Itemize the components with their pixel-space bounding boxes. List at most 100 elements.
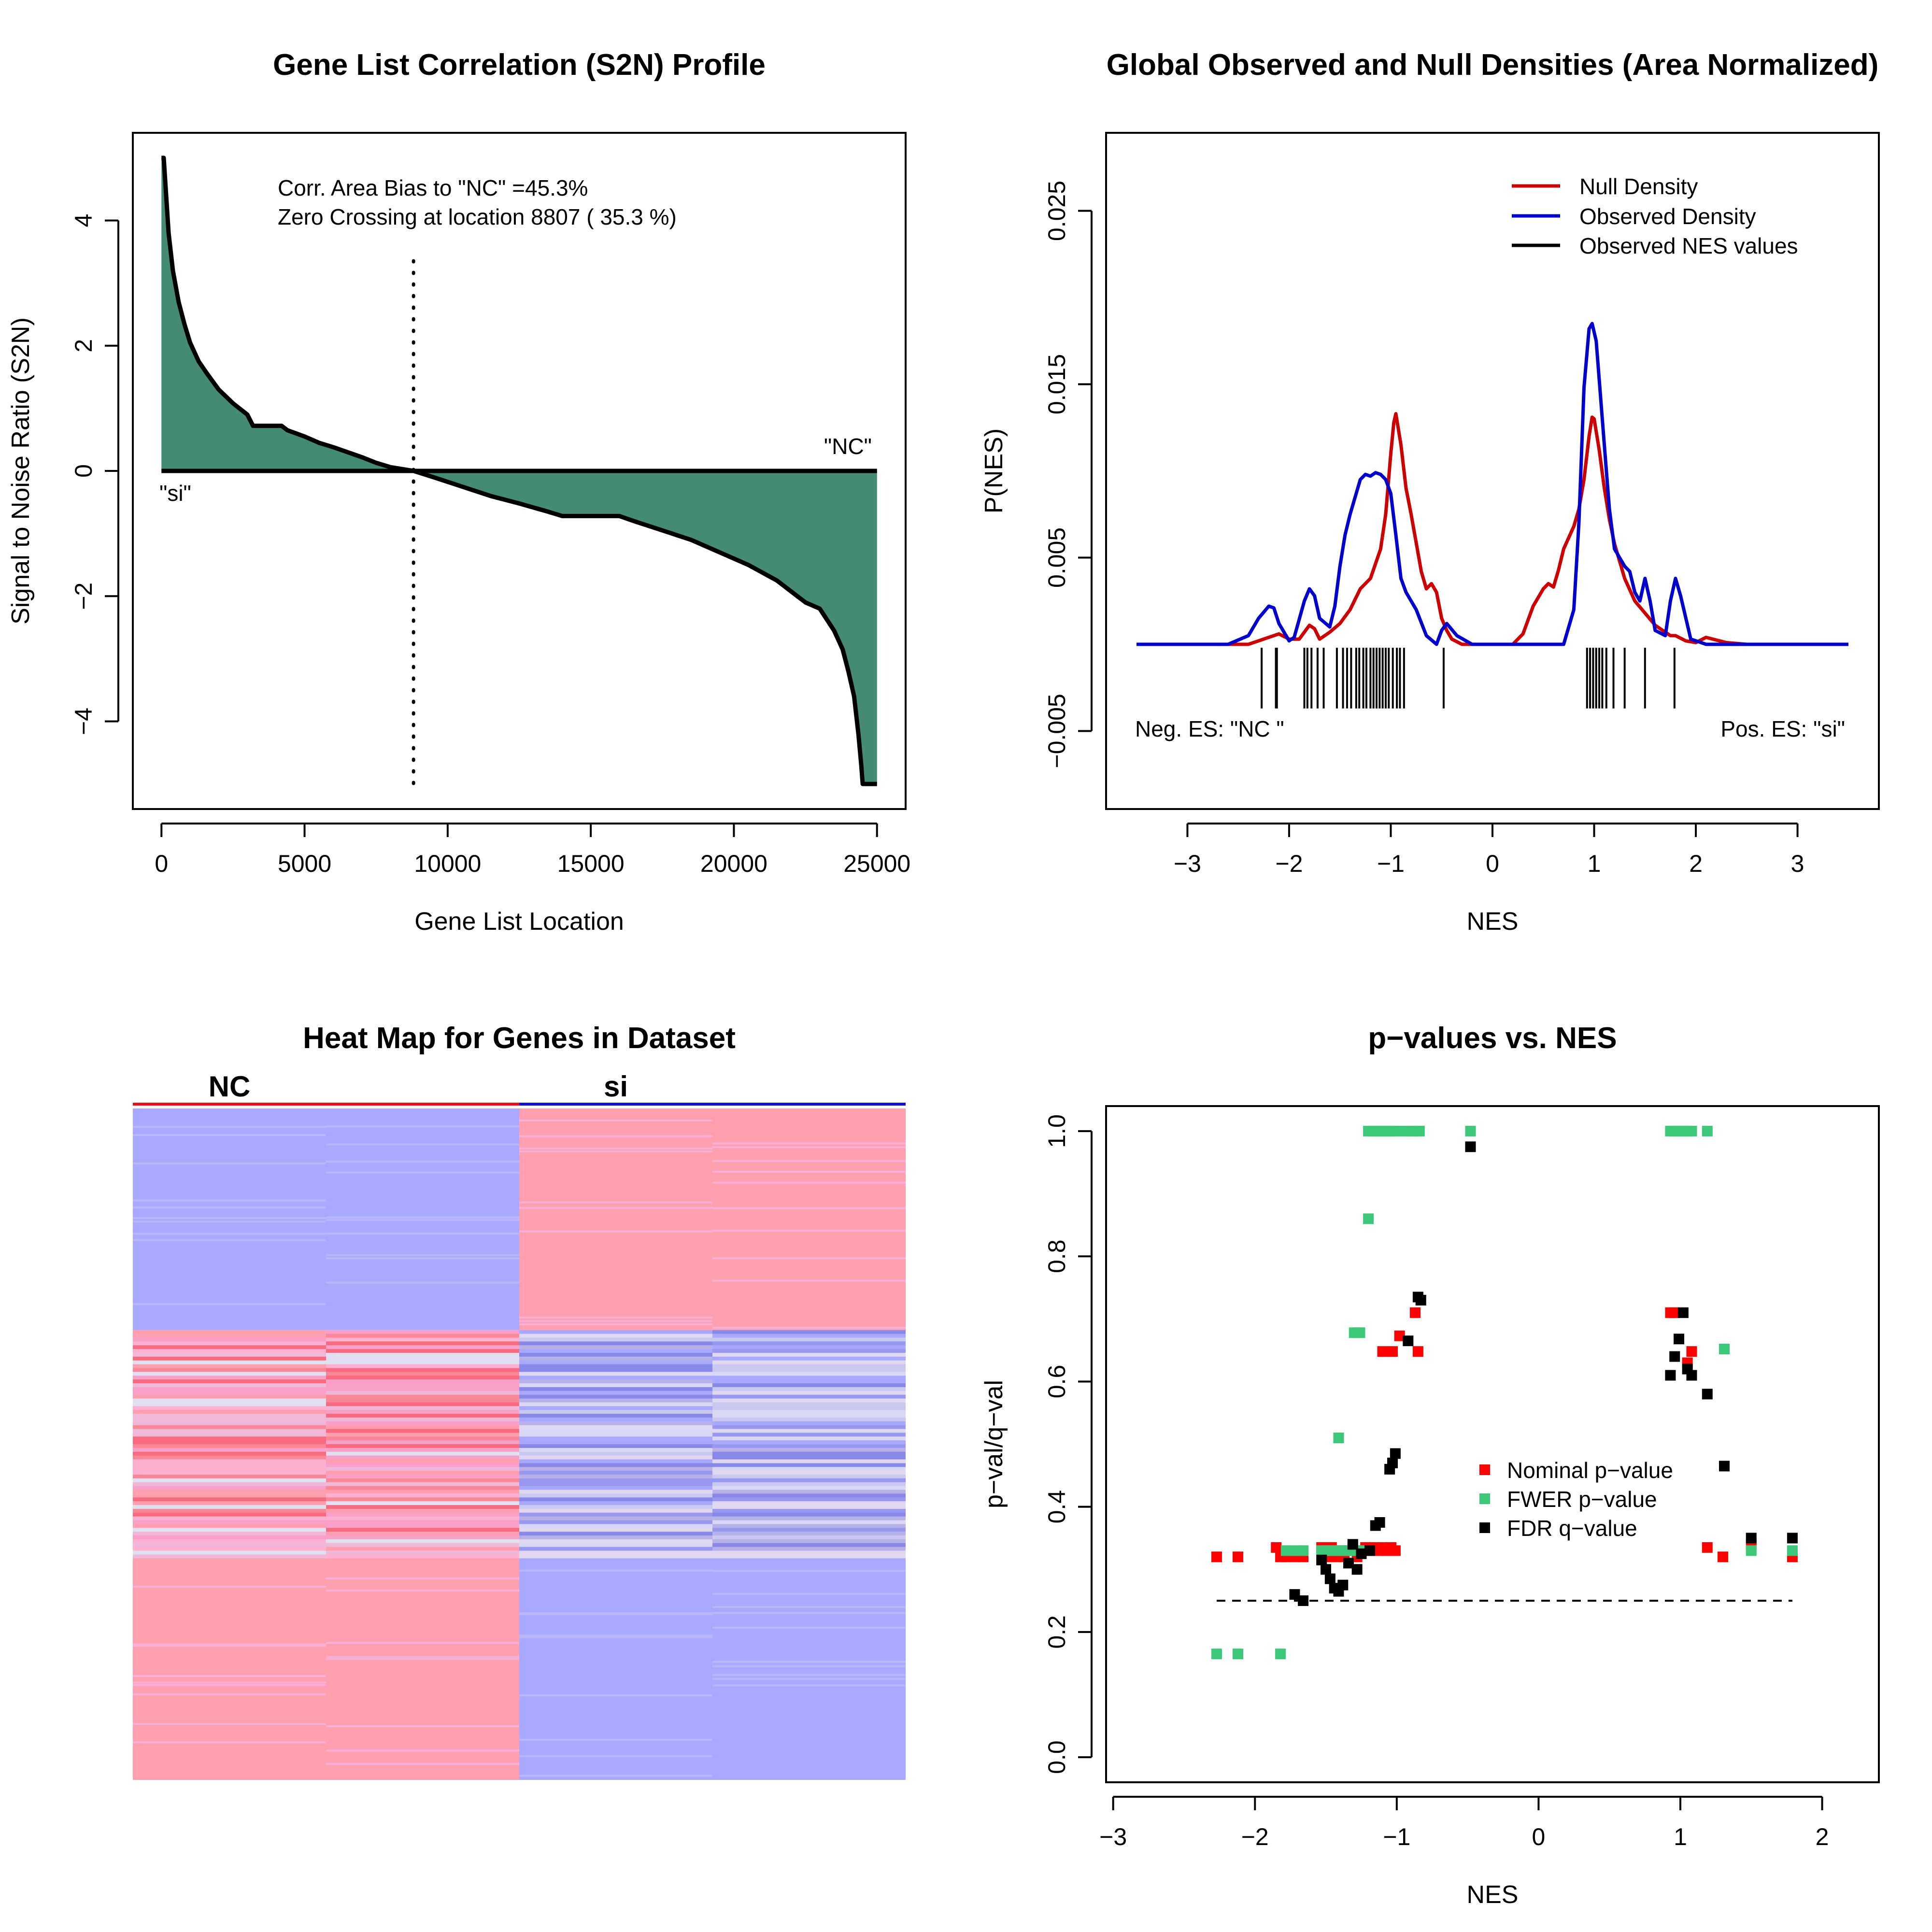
heatmap-cell-row: [326, 1421, 519, 1426]
heatmap-cell-row: [326, 1524, 519, 1528]
heatmap-cell-row: [133, 1352, 326, 1357]
heatmap-cell-row: [326, 1413, 519, 1418]
heatmap-cell-row: [133, 1535, 326, 1540]
heatmap-cell-row: [712, 1475, 906, 1479]
heatmap-stripe: [519, 1320, 712, 1322]
heatmap-cell-row: [133, 1444, 326, 1449]
heatmap-cell-row: [519, 1440, 712, 1445]
heatmap-cell-row: [326, 1459, 519, 1463]
nominal-pvalue-point: [1271, 1542, 1282, 1553]
s2n-x-tick-label: 5000: [278, 850, 331, 877]
panel-s2n-profile: Gene List Correlation (S2N) Profile Corr…: [7, 48, 910, 936]
heatmap-cell-row: [519, 1532, 712, 1536]
fdr-qvalue-point: [1702, 1389, 1713, 1400]
heatmap-stripe: [326, 1590, 519, 1592]
heatmap-cell-row: [712, 1425, 906, 1429]
heatmap-stripe: [712, 1570, 906, 1572]
fwer-pvalue-point: [1787, 1545, 1798, 1556]
s2n-y-tick-label: −2: [70, 582, 97, 610]
heatmap-cell-row: [712, 1471, 906, 1475]
heatmap-cell-row: [519, 1543, 712, 1548]
nominal-pvalue-point: [1233, 1551, 1244, 1563]
fwer-pvalue-point: [1465, 1125, 1476, 1136]
heatmap-cells-layer: [133, 1103, 906, 1780]
pvalue-y-tick-label: 0.0: [1043, 1740, 1070, 1774]
heatmap-cell-row: [712, 1501, 906, 1506]
heatmap-cell-row: [519, 1364, 712, 1368]
heatmap-cell-row: [326, 1368, 519, 1372]
heatmap-cell-row: [326, 1383, 519, 1388]
heatmap-cell-row: [519, 1463, 712, 1467]
heatmap-cell-row: [133, 1391, 326, 1395]
heatmap-cell-row: [133, 1455, 326, 1460]
heatmap-cell-row: [133, 1433, 326, 1437]
panel-pvalues: p−values vs. NES Nominal p−value FWER p−…: [980, 1022, 1880, 1909]
heatmap-cell-row: [133, 1394, 326, 1399]
heatmap-cell-row: [712, 1413, 906, 1418]
heatmap-cell-row: [133, 1475, 326, 1479]
heatmap-stripe: [133, 1207, 326, 1209]
fdr-qvalue-point: [1390, 1448, 1401, 1459]
heatmap-cell-row: [326, 1402, 519, 1406]
nominal-pvalue-point: [1702, 1542, 1713, 1553]
heatmap-block: [133, 1108, 326, 1330]
heatmap-stripe: [326, 1642, 519, 1644]
heatmap-block: [519, 1558, 712, 1780]
heatmap-cell-row: [712, 1379, 906, 1384]
pvalue-x-tick-label: −3: [1099, 1823, 1127, 1850]
heatmap-stripe: [712, 1170, 906, 1173]
heatmap-cell-row: [519, 1547, 712, 1551]
heatmap-stripe: [712, 1606, 906, 1608]
heatmap-cell-row: [712, 1486, 906, 1491]
heatmap-stripe: [133, 1675, 326, 1677]
heatmap-cell-row: [326, 1478, 519, 1483]
heatmap-stripe: [133, 1681, 326, 1684]
heatmap-cell-row: [712, 1433, 906, 1437]
heatmap-stripe: [326, 1219, 519, 1221]
legend-fdr-label: FDR q−value: [1507, 1516, 1637, 1541]
heatmap-cell-row: [519, 1345, 712, 1350]
legend-observed-nes-label: Observed NES values: [1579, 233, 1798, 258]
pvalue-y-tick-label: 0.2: [1043, 1615, 1070, 1649]
heatmap-cell-row: [326, 1398, 519, 1403]
density-x-tick-label: −1: [1377, 850, 1405, 877]
heatmap-stripe: [519, 1636, 712, 1638]
heatmap-stripe: [326, 1577, 519, 1579]
heatmap-cell-row: [326, 1406, 519, 1410]
heatmap-cell-row: [712, 1512, 906, 1517]
heatmap-cell-row: [133, 1376, 326, 1380]
fdr-qvalue-point: [1316, 1554, 1327, 1565]
heatmap-cell-row: [519, 1535, 712, 1540]
heatmap-cell-row: [519, 1490, 712, 1494]
heatmap-cell-row: [519, 1497, 712, 1502]
heatmap-cell-row: [133, 1425, 326, 1429]
heatmap-cell-row: [326, 1512, 519, 1517]
heatmap-stripe: [519, 1201, 712, 1204]
heatmap-cell-row: [133, 1429, 326, 1433]
pvalue-y-tick-label: 1.0: [1043, 1114, 1070, 1148]
heatmap-cell-row: [519, 1505, 712, 1509]
density-pos-es-label: Pos. ES: "si": [1720, 716, 1845, 741]
heatmap-block: [712, 1558, 906, 1780]
density-x-tick-label: 0: [1486, 850, 1499, 877]
heatmap-cell-row: [133, 1440, 326, 1445]
heatmap-cell-row: [133, 1379, 326, 1384]
heatmap-block: [326, 1558, 519, 1780]
heatmap-cell-row: [519, 1341, 712, 1346]
density-legend: Null Density Observed Density Observed N…: [1512, 174, 1798, 258]
heatmap-cell-row: [519, 1330, 712, 1335]
density-x-axis-label: NES: [1467, 908, 1519, 936]
heatmap-cell-row: [133, 1539, 326, 1544]
heatmap-cell-row: [519, 1528, 712, 1532]
heatmap-cell-row: [133, 1467, 326, 1471]
density-neg-es-label: Neg. ES: "NC ": [1135, 716, 1284, 741]
s2n-x-tick-label: 15000: [557, 850, 625, 877]
heatmap-cell-row: [712, 1497, 906, 1502]
fdr-qvalue-point: [1719, 1461, 1730, 1472]
heatmap-cell-row: [133, 1421, 326, 1426]
fdr-qvalue-point: [1364, 1545, 1376, 1556]
heatmap-cell-row: [133, 1471, 326, 1475]
fdr-qvalue-point: [1415, 1294, 1426, 1306]
s2n-x-tick-label: 10000: [414, 850, 481, 877]
